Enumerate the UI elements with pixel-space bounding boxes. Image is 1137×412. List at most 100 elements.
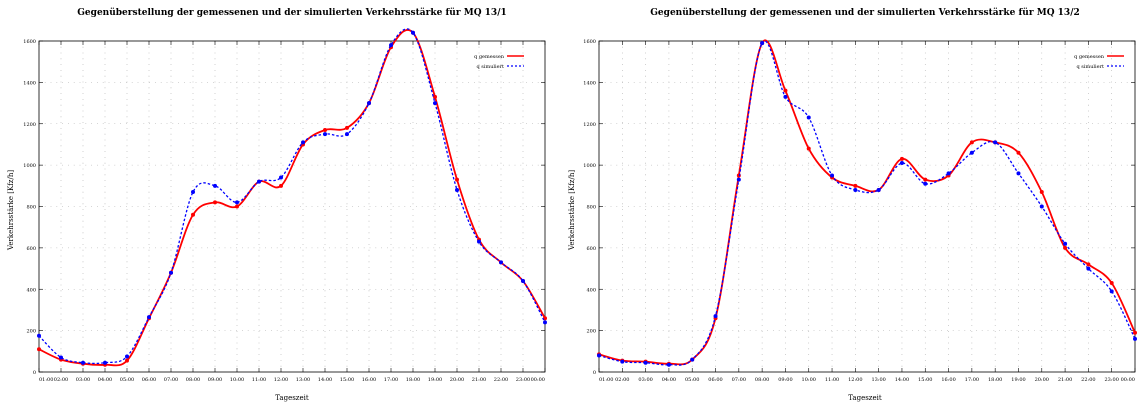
- chart-1-ylabel: Verkehrsstärke [Kfz/h]: [7, 170, 15, 251]
- chart-1-series-1-point: [257, 179, 261, 184]
- chart-1-series-0-point: [37, 347, 41, 352]
- chart-2-series-1-point: [1133, 336, 1137, 341]
- chart-2-ytick-label: 400: [586, 287, 596, 293]
- panel-1: Gegenüberstellung der gemessenen und der…: [7, 7, 524, 402]
- chart-2-ytick-label: 1400: [583, 80, 596, 86]
- chart-2-series-0-point: [853, 183, 858, 188]
- chart-1-xtick-label: 10:00: [230, 377, 244, 383]
- chart-2-series-1-point: [806, 115, 811, 120]
- chart-1-series-0-point: [279, 183, 283, 188]
- chart-1-ytick-label: 1400: [23, 80, 36, 86]
- chart-1-series-1-point: [499, 260, 503, 265]
- chart-1-series-1-point: [411, 30, 415, 35]
- chart-2-series-1-point: [993, 140, 998, 145]
- chart-1-series-0-point: [125, 358, 129, 363]
- chart-1-series-1-point: [389, 43, 393, 48]
- chart-1-xtick-label: 20:00: [450, 377, 464, 383]
- chart-2-ytick-label: 200: [586, 329, 596, 335]
- chart-2-xtick-label: 13:00: [871, 377, 885, 383]
- chart-2-series-0-point: [1016, 150, 1021, 155]
- chart-1-xtick-label: 16:00: [362, 377, 376, 383]
- chart-2-series-1-point: [1109, 289, 1114, 294]
- chart-2-xlabel: Tageszeit: [848, 394, 882, 402]
- chart-1-series-1-point: [279, 175, 283, 180]
- chart-1-xtick-label: 03:00: [76, 377, 90, 383]
- chart-1-series-1-point: [169, 270, 173, 275]
- chart-2-series-1-point: [736, 177, 741, 182]
- chart-1-ytick-label: 1000: [23, 163, 36, 169]
- chart-2-series-1-point: [830, 173, 835, 178]
- chart-2-xtick-label: 02:00: [615, 377, 629, 383]
- chart-1-series-1-point: [59, 355, 63, 360]
- chart-2-xtick-label: 08:00: [755, 377, 769, 383]
- chart-2-xtick-label: 11:00: [825, 377, 839, 383]
- chart-1-xtick-label: 09:00: [208, 377, 222, 383]
- chart-1-series-1-point: [367, 101, 371, 106]
- chart-1-series-1-point: [37, 333, 41, 338]
- chart-2-xtick-label: 01:00: [599, 377, 613, 383]
- chart-2-xtick-label: 21:00: [1058, 377, 1072, 383]
- chart-1-xtick-label: 04:00: [98, 377, 112, 383]
- chart-2-xtick-label: 10:00: [802, 377, 816, 383]
- chart-2-series-1-point: [690, 357, 695, 362]
- chart-1-legend-label-0: q gemessen: [474, 54, 505, 60]
- chart-2-plot: 0 200 400 600 800 1000 1200 1400 1600 01:00 02:00 0…: [583, 39, 1137, 383]
- chart-2-xtick-label: 20:00: [1035, 377, 1049, 383]
- chart-1-xtick-label: 19:00: [428, 377, 442, 383]
- chart-2-legend-label-1: q simuliert: [1077, 64, 1104, 70]
- chart-1-plot: 0 200 400 600 800 1000 1200 1400 1600 01:00 02:00 0…: [23, 28, 547, 383]
- chart-1-title: Gegenüberstellung der gemessenen und der…: [77, 7, 507, 18]
- chart-2-xtick-label: 09:00: [778, 377, 792, 383]
- chart-1-series-1-point: [147, 315, 151, 320]
- chart-1-series-1-point: [125, 354, 129, 359]
- chart-2-series-1-point: [760, 41, 765, 46]
- chart-2-series-1-point: [1086, 266, 1091, 271]
- chart-2-series-0-point: [783, 88, 788, 93]
- chart-1-series-1: [37, 28, 547, 365]
- chart-2-xtick-label: 14:00: [895, 377, 909, 383]
- chart-2-series-1: [597, 40, 1137, 367]
- chart-1-series-1-point: [543, 320, 547, 325]
- chart-2-series-0-point: [1063, 245, 1068, 250]
- chart-1-series-1-point: [345, 132, 349, 137]
- chart-1-series-1-point: [477, 239, 481, 244]
- chart-2-series-1-point: [1039, 204, 1044, 209]
- chart-1-series-1-point: [191, 190, 195, 195]
- chart-1-xtick-label: 12:00: [274, 377, 288, 383]
- chart-2-ytick-label: 1600: [583, 39, 596, 45]
- chart-1-ytick-label: 800: [26, 205, 36, 211]
- chart-2-series-1-point: [783, 94, 788, 99]
- chart-2-series-1-point: [713, 314, 718, 319]
- panel-2: Gegenüberstellung der gemessenen und der…: [568, 7, 1124, 402]
- chart-2-xtick-label: 04:00: [662, 377, 676, 383]
- chart-2-series-0-point: [1109, 281, 1114, 286]
- chart-1-xtick-label: 17:00: [384, 377, 398, 383]
- chart-2-series-1-point: [853, 187, 858, 192]
- chart-2-legend: q gemessen q simuliert: [1074, 54, 1124, 70]
- chart-2-xtick-label: 03:00: [638, 377, 652, 383]
- chart-1-xtick-label: 02:00: [54, 377, 68, 383]
- chart-1-series-1-point: [301, 140, 305, 145]
- chart-2-series-0-point: [969, 140, 974, 145]
- chart-1-series-1-point: [455, 187, 459, 192]
- chart-2-series-1-point: [923, 181, 928, 186]
- chart-1-series-0-point: [455, 177, 459, 182]
- chart-2-series-0-point: [923, 177, 928, 182]
- chart-1-series-0-point: [235, 204, 239, 209]
- chart-2-xtick-label: 16:00: [941, 377, 955, 383]
- chart-1-series-1-point: [235, 200, 239, 205]
- chart-1-xtick-label: 23:00: [516, 377, 530, 383]
- chart-2-xtick-label: 23:00: [1104, 377, 1118, 383]
- chart-1-series-1-point: [521, 278, 525, 283]
- chart-1-legend: q gemessen q simuliert: [474, 54, 524, 70]
- chart-1-ytick-label: 1200: [23, 122, 36, 128]
- chart-1-xlabel: Tageszeit: [275, 394, 309, 402]
- chart-1-xtick-label: 11:00: [252, 377, 266, 383]
- chart-1-xtick-label: 05:00: [120, 377, 134, 383]
- chart-2-series-1-point: [946, 171, 951, 176]
- chart-1-series-1-point: [433, 101, 437, 106]
- chart-1-xtick-label: 08:00: [186, 377, 200, 383]
